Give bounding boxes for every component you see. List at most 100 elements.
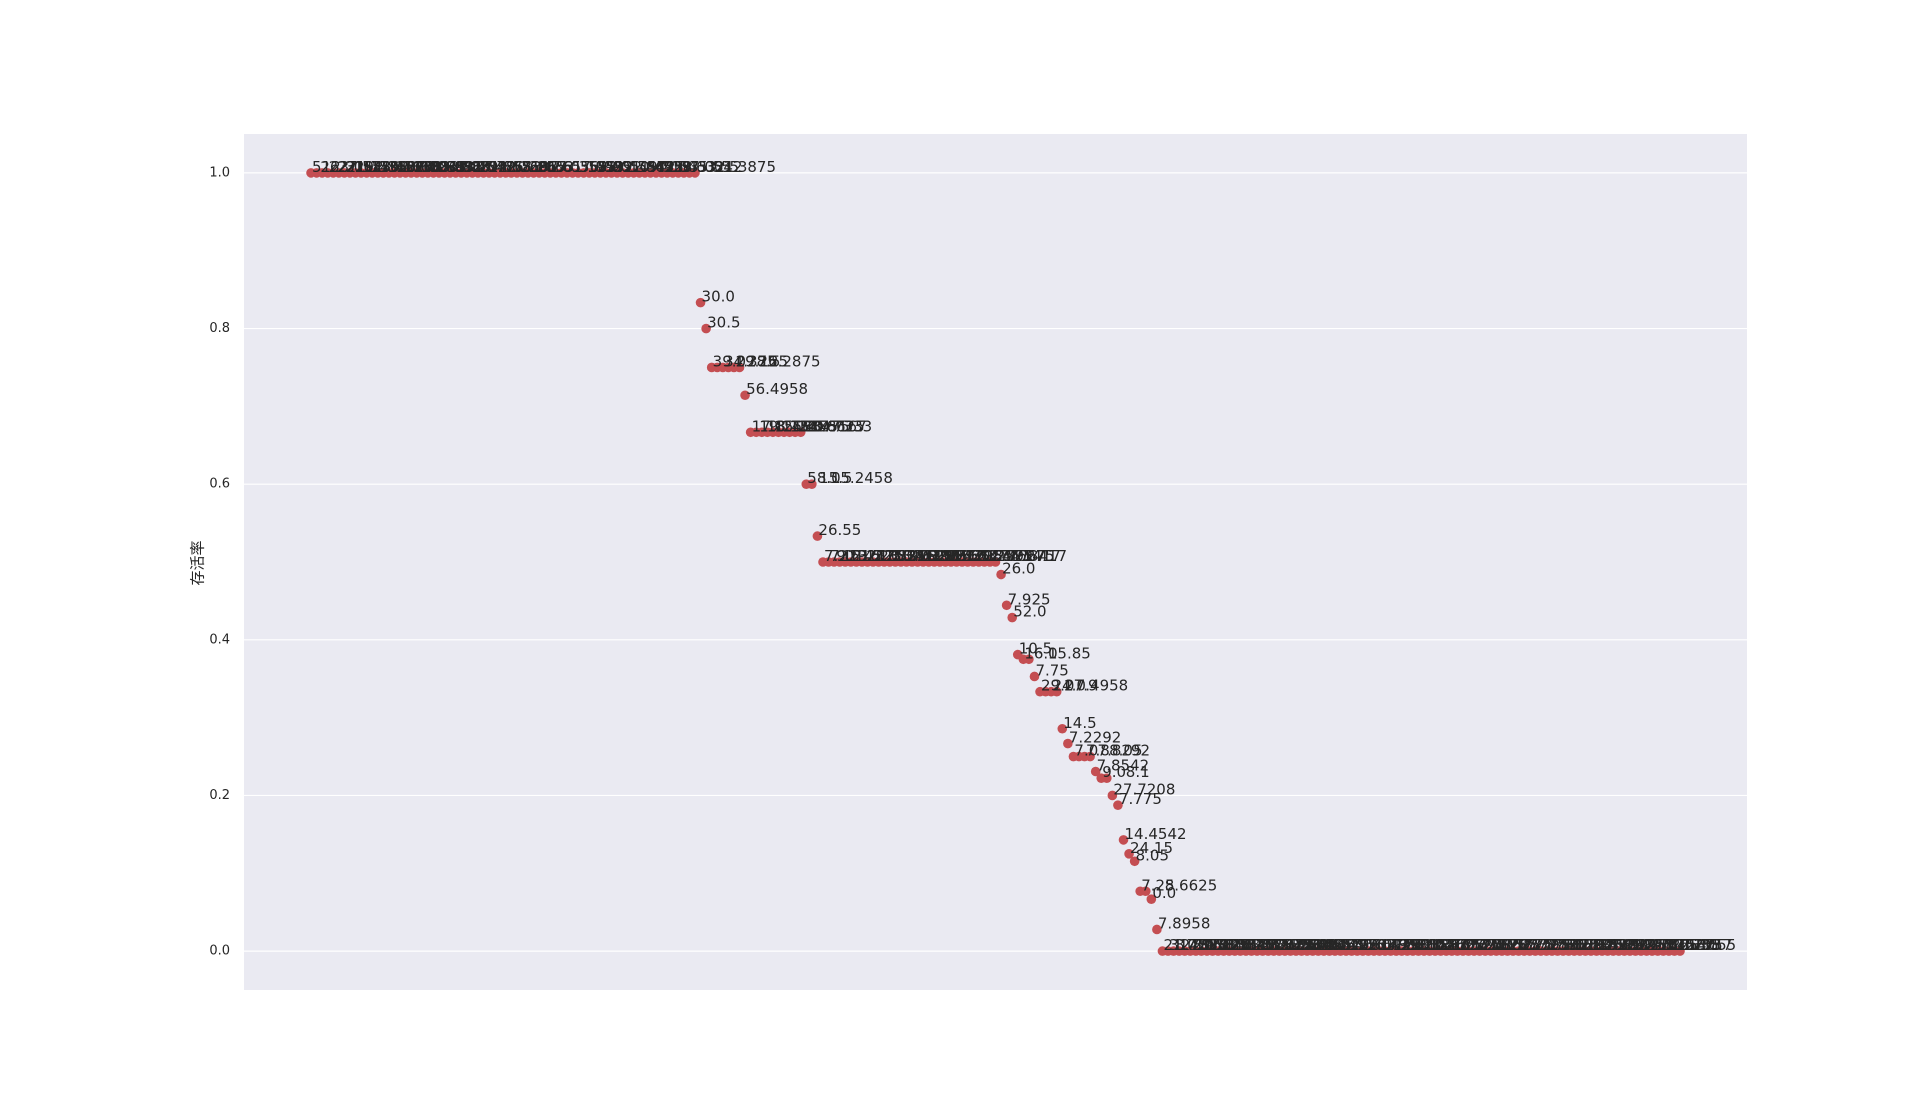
point-label: 47.1 bbox=[1342, 936, 1375, 954]
point-label: 7.3125 bbox=[1474, 936, 1527, 954]
point-label: 14.1083 bbox=[855, 547, 917, 565]
point-label: 9.825 bbox=[1647, 936, 1690, 954]
point-label: 86.5 bbox=[463, 158, 496, 176]
point-label: 78.2667 bbox=[496, 158, 558, 176]
point-label: 28.5 bbox=[747, 352, 780, 370]
point-label: 17.8 bbox=[752, 417, 785, 435]
point-label: 32.5 bbox=[706, 158, 739, 176]
point-label: 7.05 bbox=[1451, 936, 1484, 954]
point-label: 14.4 bbox=[782, 417, 815, 435]
point-label: 7.8 bbox=[1532, 936, 1556, 954]
data-point bbox=[1102, 773, 1112, 783]
point-label: 7.7375 bbox=[1515, 936, 1568, 954]
point-label: 73.5 bbox=[1388, 936, 1421, 954]
data-point bbox=[990, 557, 1001, 567]
point-label: 42.4 bbox=[664, 158, 697, 176]
point-label: 32.3208 bbox=[898, 547, 960, 565]
data-point bbox=[695, 297, 706, 308]
point-label: 12.875 bbox=[1221, 936, 1274, 954]
data-point bbox=[795, 427, 806, 438]
point-label: 14.5 bbox=[1687, 936, 1720, 954]
point-label: 7.2292 bbox=[1069, 729, 1122, 747]
point-label: 10.5 bbox=[1019, 640, 1052, 658]
y-tick-label: 0.2 bbox=[209, 788, 230, 803]
point-label: 0.0 bbox=[1152, 884, 1176, 902]
point-label: 9.8458 bbox=[1653, 936, 1706, 954]
point-label: 61.175 bbox=[1371, 936, 1424, 954]
point-label: 30.5 bbox=[707, 314, 740, 332]
point-label: 13.5 bbox=[849, 547, 882, 565]
point-label: 8.3625 bbox=[1584, 936, 1637, 954]
point-label: 16.1 bbox=[861, 547, 894, 565]
point-label: 10.5167 bbox=[805, 417, 867, 435]
point-label: 35.5 bbox=[689, 158, 722, 176]
point-label: 29.0 bbox=[1041, 677, 1074, 695]
point-label: 13.0 bbox=[789, 417, 822, 435]
point-label: 31.0 bbox=[1296, 936, 1329, 954]
point-label: 21.0 bbox=[867, 547, 900, 565]
point-label: 7.125 bbox=[1457, 936, 1500, 954]
point-label: 8.1583 bbox=[1192, 936, 1245, 954]
point-label: 38.5 bbox=[1319, 936, 1352, 954]
point-label: 12.65 bbox=[947, 547, 990, 565]
point-label: 7.7333 bbox=[820, 417, 873, 435]
point-label: 65.0 bbox=[546, 158, 579, 176]
point-label: 8.6625 bbox=[1198, 936, 1251, 954]
point-label: 39.6 bbox=[672, 158, 705, 176]
point-label: 110.8833 bbox=[413, 158, 485, 176]
point-label: 12.475 bbox=[797, 417, 850, 435]
point-label: 90.0 bbox=[1411, 936, 1444, 954]
point-label: 42.4 bbox=[1330, 936, 1363, 954]
point-label: 71.0 bbox=[521, 158, 554, 176]
data-point bbox=[734, 362, 745, 373]
point-label: 8.3 bbox=[1578, 936, 1602, 954]
point-label: 21.075 bbox=[1163, 936, 1216, 954]
y-tick-label: 0.4 bbox=[209, 632, 230, 647]
point-label: 9.475 bbox=[1636, 936, 1679, 954]
point-label: 27.7208 bbox=[1113, 780, 1175, 798]
point-label: 262.375 bbox=[1446, 936, 1508, 954]
point-label: 135.6333 bbox=[379, 158, 451, 176]
point-label: 7.925 bbox=[1555, 936, 1598, 954]
point-label: 10.4625 bbox=[1210, 936, 1272, 954]
point-label: 15.2458 bbox=[831, 469, 893, 487]
point-label: 14.4542 bbox=[1125, 825, 1187, 843]
point-label: 37.0042 bbox=[680, 158, 742, 176]
point-label: 33.0 bbox=[1302, 936, 1335, 954]
point-label: 110.8833 bbox=[1417, 936, 1489, 954]
y-tick-label: 0.8 bbox=[209, 321, 230, 336]
point-label: 63.3583 bbox=[555, 158, 617, 176]
point-label: 69.3 bbox=[530, 158, 563, 176]
point-label: 8.7125 bbox=[1613, 936, 1666, 954]
point-label: 8.6625 bbox=[1165, 876, 1218, 894]
point-label: 40.125 bbox=[910, 547, 963, 565]
point-label: 9.5 bbox=[836, 547, 860, 565]
point-label: 120.0 bbox=[396, 158, 439, 176]
data-point bbox=[812, 531, 823, 541]
point-label: 14.4583 bbox=[1233, 936, 1295, 954]
point-label: 45.5 bbox=[655, 158, 688, 176]
point-label: 12.2875 bbox=[842, 547, 904, 565]
data-point bbox=[1675, 946, 1685, 956]
point-label: 13.0 bbox=[1682, 936, 1715, 954]
point-label: 51.8625 bbox=[622, 158, 684, 176]
data-point bbox=[1129, 856, 1140, 867]
point-label: 83.1583 bbox=[1405, 936, 1467, 954]
point-label: 7.8958 bbox=[1158, 914, 1211, 932]
point-label: 10.1708 bbox=[1659, 936, 1721, 954]
point-label: 7.0 bbox=[830, 547, 854, 565]
point-label: 17.4 bbox=[965, 547, 998, 565]
point-label: 34.0208 bbox=[904, 547, 966, 565]
y-tick-label: 0.6 bbox=[209, 477, 230, 492]
point-label: 7.7958 bbox=[1526, 936, 1579, 954]
point-label: 8.1125 bbox=[1567, 936, 1620, 954]
point-label: 15.05 bbox=[1238, 936, 1281, 954]
point-label: 14.5 bbox=[1063, 714, 1096, 732]
point-label: 7.8 bbox=[1086, 742, 1110, 760]
point-label: 55.0 bbox=[597, 158, 630, 176]
point-label: 12.35 bbox=[1676, 936, 1719, 954]
data-point bbox=[996, 569, 1006, 580]
point-label: 31.275 bbox=[1169, 936, 1222, 954]
point-label: 15.0 bbox=[959, 547, 992, 565]
point-label: 26.55 bbox=[818, 521, 861, 539]
